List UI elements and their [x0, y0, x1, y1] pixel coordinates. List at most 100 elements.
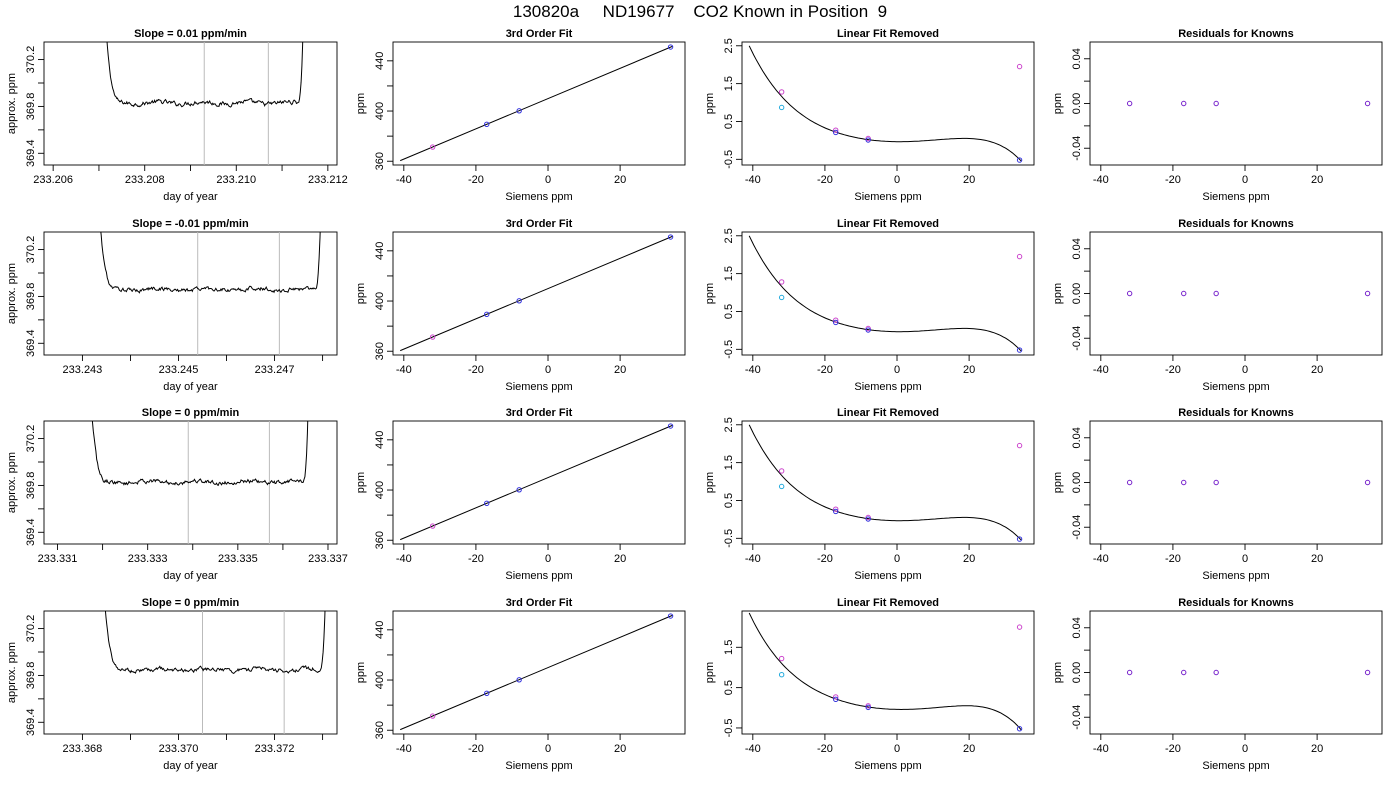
- panel-fit-row-1: 3rd Order Fit -40 -20 0 20 360 400 440 Siemens p…: [355, 28, 686, 203]
- fit-line: [400, 614, 673, 731]
- panel-title: Slope = 0 ppm/min: [142, 597, 240, 609]
- y-axis-label: ppm: [704, 283, 716, 304]
- plot-frame: [1089, 231, 1383, 356]
- x-tick-label: 0: [894, 174, 900, 186]
- data-point: [1016, 726, 1023, 732]
- x-tick-label: -40: [396, 553, 412, 565]
- x-tick-label: -20: [817, 174, 833, 186]
- x-tick-label: -40: [745, 174, 761, 186]
- y-tick-label: 370.2: [25, 236, 37, 264]
- data-point: [516, 487, 522, 493]
- y-tick-label: -0.5: [723, 340, 735, 359]
- y-tick-label: 0.04: [1071, 48, 1083, 69]
- y-tick-label: 2.5: [723, 417, 735, 432]
- x-tick-label: 0: [894, 743, 900, 755]
- data-point: [1126, 669, 1133, 676]
- x-tick-label: -40: [1093, 364, 1109, 376]
- y-axis-label: ppm: [1052, 93, 1064, 114]
- data-point: [1016, 536, 1023, 542]
- y-tick-label: 360: [374, 342, 386, 360]
- panel-title: Residuals for Knowns: [1178, 407, 1294, 419]
- y-tick-label: 400: [374, 102, 386, 120]
- data-point: [667, 234, 674, 240]
- x-tick-label: 20: [963, 364, 975, 376]
- data-point: [778, 294, 785, 301]
- data-point: [865, 703, 871, 709]
- x-tick-label: 20: [1311, 743, 1323, 755]
- data-point: [833, 127, 839, 133]
- y-tick-label: 360: [374, 152, 386, 170]
- plot-frame: [741, 420, 1035, 545]
- panel-title: Residuals for Knowns: [1178, 597, 1294, 609]
- panel-title: Linear Fit Removed: [837, 597, 939, 609]
- data-point: [1181, 100, 1187, 107]
- fit-curve: [748, 424, 1022, 541]
- plot-area: [400, 235, 673, 352]
- x-tick-label: 233.368: [63, 743, 103, 755]
- panel-residuals-row-2: Residuals for Knowns -40 -20 0 20 -0.04 0.00 0.…: [1052, 218, 1383, 393]
- data-point: [1016, 253, 1023, 260]
- y-tick-label: 0.5: [723, 493, 735, 508]
- y-tick-label: 369.8: [25, 472, 37, 500]
- panel-title: Slope = 0 ppm/min: [142, 407, 240, 419]
- panel-trace-row-4: Slope = 0 ppm/min 233.368 233.370 233.372 36…: [6, 597, 338, 772]
- x-tick-label: 20: [963, 743, 975, 755]
- x-axis-label: day of year: [163, 191, 218, 203]
- x-tick-label: 233.206: [33, 174, 73, 186]
- y-axis-label: ppm: [704, 93, 716, 114]
- panel-title: Slope = 0.01 ppm/min: [134, 28, 247, 40]
- y-tick-label: 1.5: [723, 76, 735, 91]
- data-point: [1213, 100, 1219, 107]
- data-point: [778, 672, 785, 678]
- y-axis-label: ppm: [355, 283, 367, 304]
- y-tick-label: 369.4: [25, 519, 37, 547]
- x-tick-label: 0: [1242, 743, 1248, 755]
- x-tick-label: 0: [545, 174, 551, 186]
- x-tick-label: 20: [614, 364, 626, 376]
- x-tick-label: 0: [1242, 174, 1248, 186]
- data-point: [778, 279, 785, 285]
- panel-trace-row-2: Slope = -0.01 ppm/min 233.243 233.245 233.2…: [6, 218, 338, 393]
- x-tick-label: -20: [468, 553, 484, 565]
- x-tick-label: 0: [545, 743, 551, 755]
- data-point: [1364, 100, 1371, 107]
- y-tick-label: -0.04: [1071, 326, 1083, 351]
- y-tick-label: 369.8: [25, 93, 37, 121]
- x-tick-label: 20: [1311, 364, 1323, 376]
- plot-frame: [43, 610, 338, 735]
- x-tick-label: -20: [1165, 743, 1181, 755]
- x-tick-label: 20: [614, 553, 626, 565]
- data-point: [667, 44, 674, 50]
- y-tick-label: -0.04: [1071, 705, 1083, 730]
- data-point: [865, 327, 871, 333]
- panel-residuals-row-4: Residuals for Knowns -40 -20 0 20 -0.04 0.00 0.…: [1052, 597, 1383, 772]
- plot-frame: [392, 231, 686, 356]
- x-axis-label: day of year: [163, 760, 218, 772]
- panel-linear-removed-row-4: Linear Fit Removed -40 -20 0 20 -0.5 0.5 1.5 Sie…: [704, 597, 1035, 772]
- x-axis-label: Siemens ppm: [854, 570, 921, 582]
- x-tick-label: -20: [468, 364, 484, 376]
- plot-area: [748, 45, 1022, 162]
- x-tick-label: 233.208: [125, 174, 165, 186]
- panel-residuals-row-1: Residuals for Knowns -40 -20 0 20 -0.04 0.00 0.…: [1052, 28, 1383, 203]
- data-point: [833, 319, 839, 326]
- y-axis-label: approx. ppm: [6, 452, 18, 513]
- plot-frame: [43, 420, 338, 545]
- y-tick-label: 370.2: [25, 615, 37, 643]
- y-tick-label: 369.8: [25, 662, 37, 690]
- data-point: [484, 121, 490, 128]
- x-tick-label: -20: [817, 364, 833, 376]
- y-tick-label: 1.5: [723, 266, 735, 281]
- data-point: [778, 89, 785, 95]
- x-tick-label: 233.335: [218, 553, 258, 565]
- panel-title: Linear Fit Removed: [837, 218, 939, 230]
- y-tick-label: 369.4: [25, 140, 37, 168]
- y-axis-label: ppm: [355, 93, 367, 114]
- y-tick-label: 400: [374, 292, 386, 310]
- x-tick-label: -40: [396, 364, 412, 376]
- y-axis-label: ppm: [704, 472, 716, 493]
- data-point: [516, 677, 522, 683]
- plot-frame: [1089, 610, 1383, 735]
- x-tick-label: 20: [963, 553, 975, 565]
